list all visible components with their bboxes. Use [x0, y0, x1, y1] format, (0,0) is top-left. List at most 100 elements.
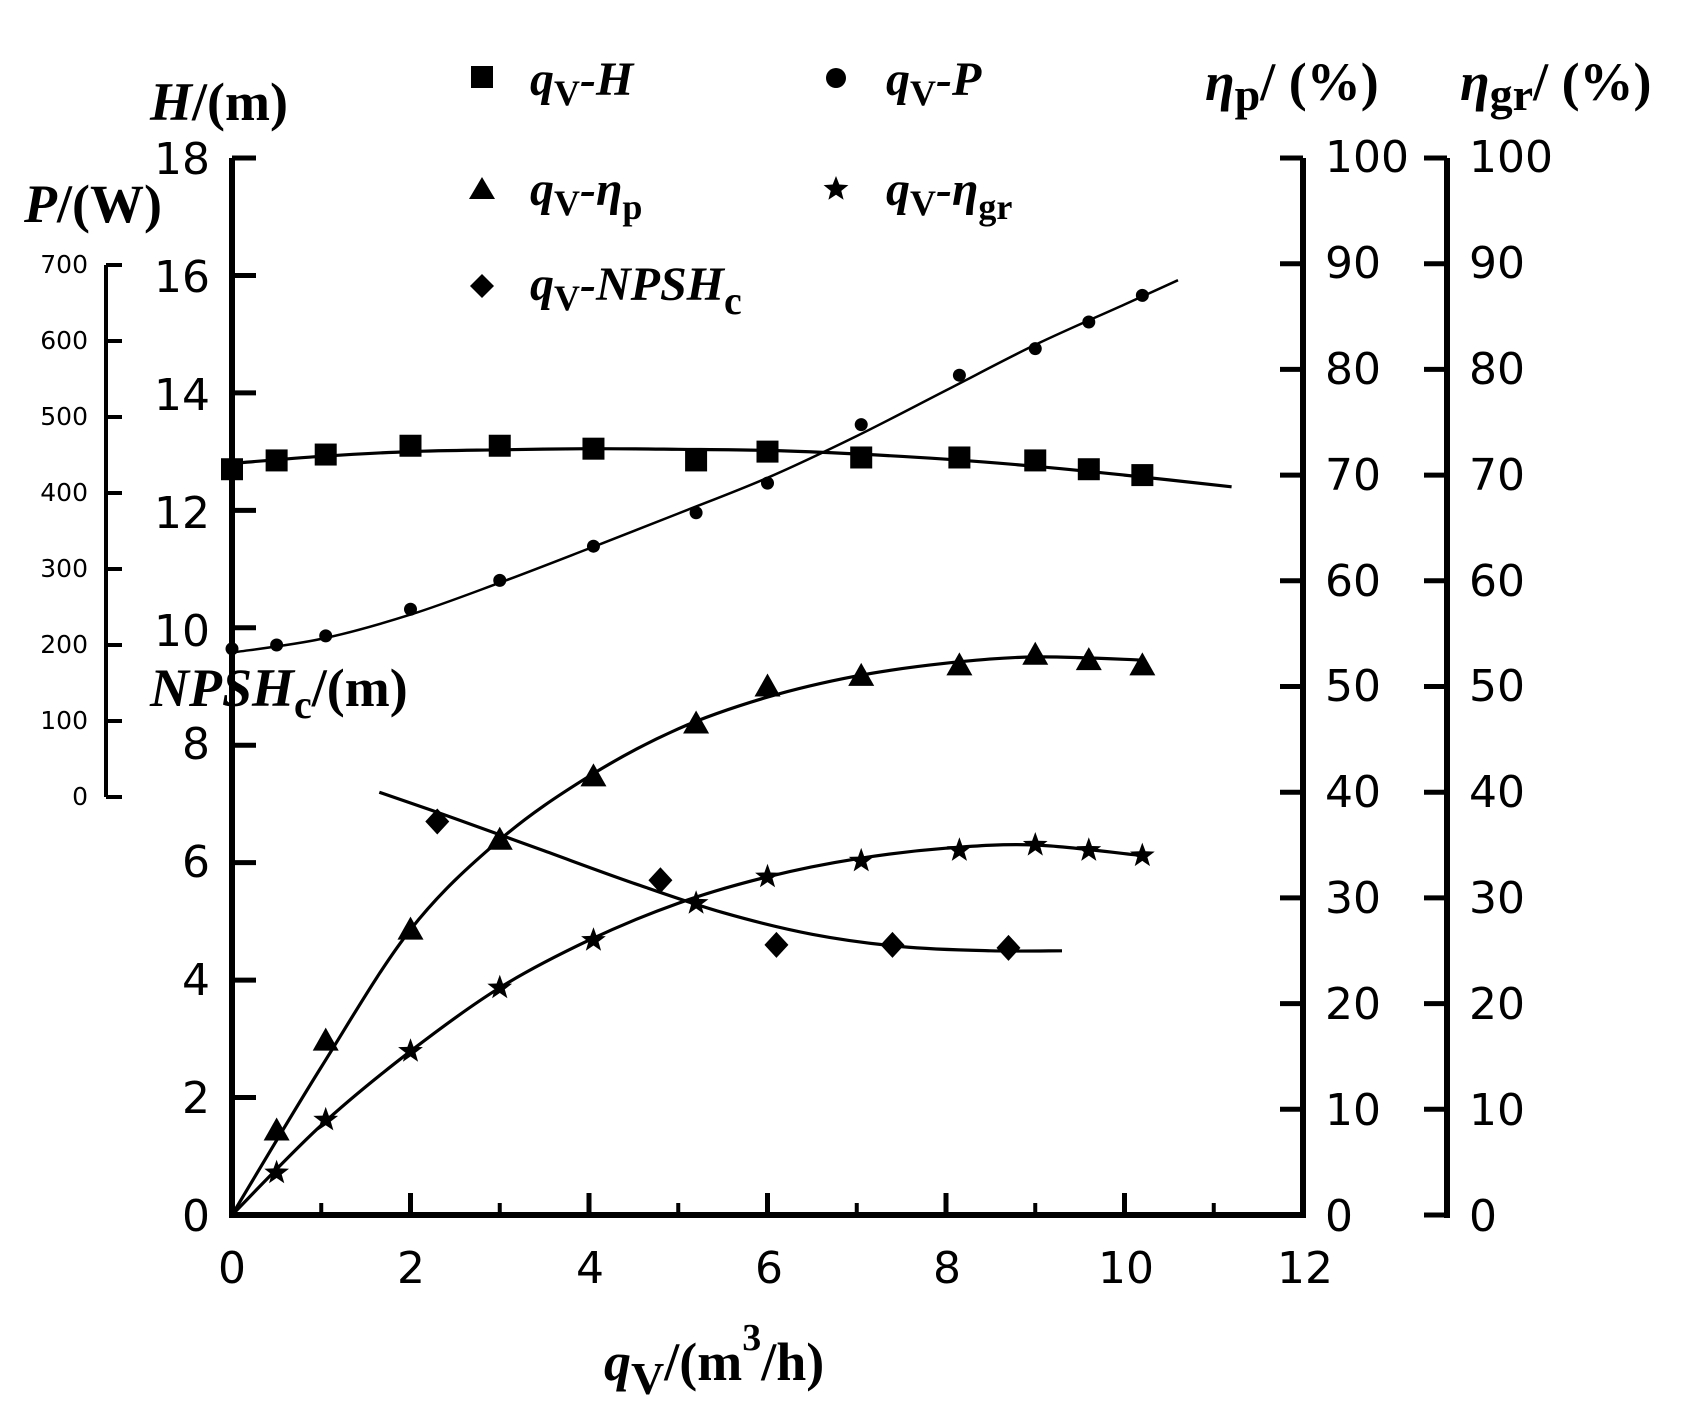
data-point-qV-H — [314, 443, 337, 466]
data-point-qV-eta_gr — [487, 974, 513, 999]
eta-gr-tick-label-0: 0 — [1469, 1191, 1497, 1242]
x-axis-ticks — [229, 1193, 1306, 1215]
legend-triangle-marker — [469, 177, 495, 199]
data-point-qV-eta_gr — [1022, 832, 1048, 856]
data-point-qV-P — [586, 539, 600, 553]
legend-label-npsh: qV-NPSHc — [530, 258, 742, 323]
eta-p-tick-label-100: 100 — [1325, 132, 1409, 183]
data-point-qV-P — [225, 642, 239, 656]
eta-gr-axis-title: ηgr/ (%) — [1460, 52, 1652, 120]
data-point-qV-H — [1024, 449, 1047, 472]
npsh-tick-label-6: 6 — [182, 837, 210, 888]
h-tick-label-14: 14 — [154, 370, 210, 421]
eta-p-tick-label-10: 10 — [1325, 1085, 1381, 1136]
data-point-qV-H — [399, 434, 422, 457]
x-axis: 0 2 4 6 8 10 12 — [218, 1193, 1333, 1294]
x-tick-label-2: 2 — [397, 1243, 425, 1294]
p-axis-ticks — [106, 263, 122, 799]
p-tick-label-200: 200 — [40, 630, 88, 659]
fit-line-qV-eta_p — [230, 655, 1143, 1216]
data-point-qV-P — [319, 629, 333, 643]
data-point-qV-eta_p — [1075, 647, 1102, 671]
p-tick-label-700: 700 — [40, 250, 88, 279]
data-point-qV-eta_gr — [755, 863, 780, 888]
legend-star-marker — [823, 176, 849, 200]
series-qV-H — [221, 434, 1232, 489]
data-point-qV-P — [689, 506, 703, 520]
data-point-qV-eta_p — [946, 652, 973, 676]
eta-p-tick-label-40: 40 — [1325, 767, 1381, 818]
legend-label-h: qV-H — [530, 53, 635, 113]
eta-p-tick-label-60: 60 — [1325, 556, 1381, 607]
eta-p-tick-label-80: 80 — [1325, 344, 1381, 395]
data-point-qV-eta_p — [683, 710, 710, 734]
eta-p-tick-label-50: 50 — [1325, 661, 1381, 712]
data-point-qV-NPSHc — [996, 934, 1021, 961]
h-tick-label-12: 12 — [154, 488, 210, 539]
eta-gr-tick-label-80: 80 — [1469, 344, 1525, 395]
eta-gr-tick-label-70: 70 — [1469, 450, 1525, 501]
x-tick-label-0: 0 — [218, 1243, 246, 1294]
data-point-qV-eta_p — [486, 826, 513, 850]
p-tick-label-100: 100 — [40, 706, 88, 735]
eta-p-tick-label-90: 90 — [1325, 238, 1381, 289]
data-point-qV-H — [948, 446, 971, 469]
data-point-qV-eta_gr — [398, 1038, 423, 1062]
left-h-npsh-axis: 10 12 14 16 18 0 2 4 6 8 — [154, 134, 256, 1242]
data-point-qV-NPSHc — [880, 931, 905, 958]
legend: qV-H qV-P qV-ηp qV-ηgr qV-NPSHc — [469, 53, 1012, 323]
eta-p-tick-label-70: 70 — [1325, 450, 1381, 501]
legend-circle-marker — [826, 68, 846, 88]
data-point-qV-H — [488, 434, 511, 457]
h-axis-title: H/(m) — [149, 72, 288, 132]
legend-item-h: qV-H — [471, 53, 635, 113]
x-axis-title: qV/(m3/h) — [604, 1317, 824, 1404]
fit-line-qV-eta_gr — [230, 843, 1143, 1217]
legend-label-p: qV-P — [886, 53, 982, 113]
legend-item-eta-p: qV-ηp — [469, 163, 642, 227]
data-point-qV-eta_gr — [313, 1106, 339, 1131]
p-tick-label-600: 600 — [40, 326, 88, 355]
h-tick-label-10: 10 — [154, 606, 210, 657]
data-point-qV-P — [952, 368, 966, 382]
eta-gr-axis-ticks — [1424, 155, 1447, 1218]
p-tick-label-500: 500 — [40, 402, 88, 431]
eta-gr-tick-label-30: 30 — [1469, 873, 1525, 924]
eta-p-tick-label-0: 0 — [1325, 1191, 1353, 1242]
data-point-qV-eta_p — [1022, 641, 1049, 665]
legend-label-eta-p: qV-ηp — [530, 163, 642, 227]
data-point-qV-P — [270, 638, 284, 652]
data-point-qV-eta_p — [397, 916, 424, 940]
data-point-qV-P — [1082, 315, 1096, 329]
data-point-qV-H — [756, 440, 779, 463]
eta-gr-axis: 0 10 20 30 40 50 60 70 80 90 100 — [1424, 132, 1553, 1242]
eta-gr-tick-label-40: 40 — [1469, 767, 1525, 818]
data-point-qV-P — [854, 418, 868, 432]
series-qV-eta_gr — [230, 832, 1155, 1217]
eta-gr-tick-label-60: 60 — [1469, 556, 1525, 607]
data-point-qV-H — [1131, 464, 1154, 487]
data-point-qV-eta_gr — [1130, 842, 1155, 867]
data-point-qV-eta_gr — [1076, 837, 1102, 861]
data-point-qV-H — [850, 446, 873, 469]
x-tick-label-10: 10 — [1098, 1243, 1154, 1294]
data-point-qV-eta_p — [263, 1117, 290, 1141]
data-point-qV-H — [685, 449, 708, 472]
legend-item-p: qV-P — [826, 53, 982, 113]
h-tick-label-16: 16 — [154, 252, 210, 303]
npsh-tick-label-0: 0 — [182, 1191, 210, 1242]
data-point-qV-eta_p — [312, 1027, 339, 1051]
h-tick-label-18: 18 — [154, 134, 210, 185]
data-point-qV-NPSHc — [425, 808, 450, 835]
x-tick-label-4: 4 — [576, 1243, 604, 1294]
data-point-qV-P — [761, 476, 774, 490]
data-point-qV-eta_p — [754, 673, 781, 697]
data-point-qV-NPSHc — [764, 931, 789, 958]
eta-gr-tick-label-100: 100 — [1469, 132, 1553, 183]
x-tick-label-12: 12 — [1277, 1243, 1333, 1294]
eta-p-axis-ticks — [1280, 155, 1303, 1218]
legend-label-eta-gr: qV-ηgr — [886, 163, 1012, 227]
data-point-qV-eta_gr — [947, 837, 972, 861]
fit-line-qV-NPSHc — [378, 790, 1063, 953]
